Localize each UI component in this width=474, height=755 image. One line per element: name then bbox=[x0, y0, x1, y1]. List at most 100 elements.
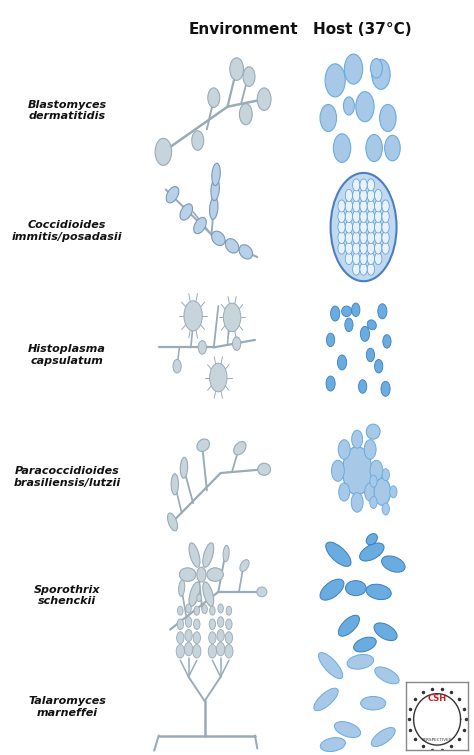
Circle shape bbox=[177, 619, 183, 630]
Ellipse shape bbox=[210, 197, 218, 220]
Ellipse shape bbox=[347, 655, 374, 669]
Circle shape bbox=[338, 232, 345, 244]
Circle shape bbox=[367, 253, 374, 265]
Circle shape bbox=[218, 604, 223, 613]
Circle shape bbox=[338, 211, 345, 223]
Circle shape bbox=[353, 232, 360, 244]
Circle shape bbox=[333, 134, 351, 162]
Circle shape bbox=[353, 190, 360, 202]
Circle shape bbox=[374, 232, 382, 244]
Ellipse shape bbox=[320, 579, 344, 600]
Circle shape bbox=[338, 439, 350, 459]
Circle shape bbox=[343, 97, 355, 115]
Text: Talaromyces
marneffei: Talaromyces marneffei bbox=[28, 696, 106, 718]
Circle shape bbox=[327, 333, 335, 347]
Ellipse shape bbox=[367, 320, 376, 330]
Circle shape bbox=[353, 221, 360, 233]
Text: Environment: Environment bbox=[189, 23, 298, 38]
Ellipse shape bbox=[366, 534, 377, 545]
Ellipse shape bbox=[167, 513, 177, 531]
Circle shape bbox=[193, 632, 201, 644]
Circle shape bbox=[337, 355, 346, 370]
Circle shape bbox=[367, 211, 374, 223]
Ellipse shape bbox=[180, 204, 192, 220]
Circle shape bbox=[184, 300, 202, 331]
Ellipse shape bbox=[326, 542, 351, 566]
Circle shape bbox=[223, 303, 241, 331]
Ellipse shape bbox=[258, 464, 271, 476]
Circle shape bbox=[233, 337, 241, 350]
Circle shape bbox=[325, 64, 345, 97]
Ellipse shape bbox=[203, 543, 214, 567]
Ellipse shape bbox=[319, 652, 343, 679]
Circle shape bbox=[372, 60, 390, 89]
Ellipse shape bbox=[197, 439, 210, 451]
Circle shape bbox=[374, 200, 382, 212]
Circle shape bbox=[185, 617, 192, 627]
Circle shape bbox=[192, 645, 201, 658]
Circle shape bbox=[360, 242, 367, 254]
Circle shape bbox=[358, 380, 367, 393]
Circle shape bbox=[356, 91, 374, 122]
Ellipse shape bbox=[338, 615, 359, 636]
Circle shape bbox=[209, 632, 216, 644]
Circle shape bbox=[360, 232, 367, 244]
Circle shape bbox=[198, 341, 206, 354]
Circle shape bbox=[382, 232, 389, 244]
Ellipse shape bbox=[180, 458, 188, 478]
Circle shape bbox=[218, 617, 224, 627]
Circle shape bbox=[186, 604, 191, 613]
Circle shape bbox=[374, 221, 382, 233]
Circle shape bbox=[382, 469, 390, 481]
Circle shape bbox=[370, 497, 377, 508]
Ellipse shape bbox=[240, 559, 249, 572]
Ellipse shape bbox=[360, 543, 384, 561]
Circle shape bbox=[184, 643, 192, 656]
Circle shape bbox=[197, 567, 206, 582]
Circle shape bbox=[230, 58, 244, 80]
Circle shape bbox=[330, 306, 340, 321]
Ellipse shape bbox=[223, 545, 229, 562]
Ellipse shape bbox=[211, 178, 219, 201]
Ellipse shape bbox=[179, 580, 185, 596]
Circle shape bbox=[353, 179, 360, 191]
Circle shape bbox=[210, 363, 227, 392]
Circle shape bbox=[345, 200, 353, 212]
Circle shape bbox=[193, 619, 200, 630]
Circle shape bbox=[384, 135, 400, 161]
Circle shape bbox=[345, 318, 353, 331]
Circle shape bbox=[210, 606, 215, 615]
Circle shape bbox=[353, 253, 360, 265]
Ellipse shape bbox=[234, 442, 246, 455]
Circle shape bbox=[367, 263, 374, 276]
Circle shape bbox=[360, 263, 367, 276]
Ellipse shape bbox=[171, 474, 179, 495]
Ellipse shape bbox=[346, 581, 366, 596]
Circle shape bbox=[225, 632, 233, 644]
Circle shape bbox=[382, 200, 389, 212]
Ellipse shape bbox=[166, 186, 179, 203]
Circle shape bbox=[344, 54, 363, 84]
Circle shape bbox=[352, 303, 360, 316]
Ellipse shape bbox=[314, 689, 338, 710]
Circle shape bbox=[173, 359, 181, 373]
Circle shape bbox=[257, 88, 271, 110]
Circle shape bbox=[381, 381, 390, 396]
Circle shape bbox=[345, 253, 353, 265]
Circle shape bbox=[208, 88, 220, 107]
Text: Coccidioides
immitis/posadasii: Coccidioides immitis/posadasii bbox=[12, 220, 122, 242]
Circle shape bbox=[338, 242, 345, 254]
Circle shape bbox=[360, 221, 367, 233]
Circle shape bbox=[382, 221, 389, 233]
Circle shape bbox=[382, 211, 389, 223]
Circle shape bbox=[351, 492, 363, 512]
Circle shape bbox=[390, 485, 397, 498]
Circle shape bbox=[353, 263, 360, 276]
Ellipse shape bbox=[342, 306, 352, 316]
Circle shape bbox=[345, 211, 353, 223]
Circle shape bbox=[364, 439, 376, 459]
Circle shape bbox=[382, 503, 390, 515]
Ellipse shape bbox=[211, 231, 225, 245]
Circle shape bbox=[382, 242, 389, 254]
Circle shape bbox=[225, 645, 233, 658]
